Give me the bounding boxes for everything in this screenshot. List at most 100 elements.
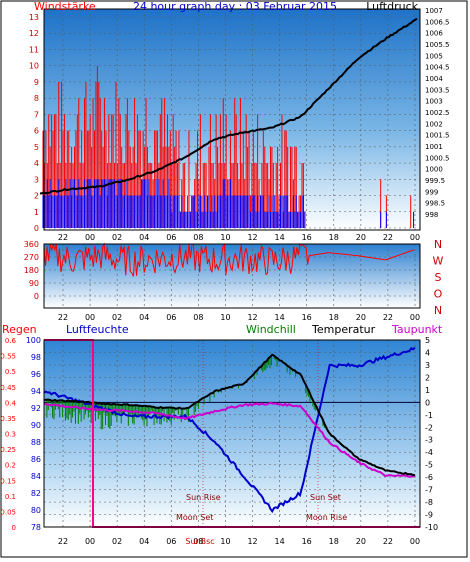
x-tick-label: 08 <box>193 233 203 242</box>
wind-tick-label: 12 <box>29 29 39 38</box>
rain-tick-label: 0.2 <box>5 462 16 470</box>
rain-tick-label: 0.5 <box>5 368 16 376</box>
x-tick-label: 08 <box>193 537 203 546</box>
humidity-tick-label: 80 <box>31 506 41 515</box>
x-tick-label: 02 <box>112 537 122 546</box>
rain-tick-label: 0.3 <box>5 431 16 439</box>
x-tick-label: 18 <box>329 233 339 242</box>
x-tick-label: 12 <box>247 233 257 242</box>
wind-tick-label: 5 <box>34 143 39 152</box>
rain-tick-label: 0.6 <box>5 337 17 345</box>
temp-tick-label: -3 <box>425 436 433 445</box>
rain-tick-label: 0.05 <box>0 508 16 516</box>
x-tick-label: 22 <box>383 313 393 322</box>
x-tick-label: 22 <box>383 233 393 242</box>
pressure-tick-label: 1006.5 <box>425 18 450 26</box>
windchill-label: Windchill <box>246 323 296 336</box>
x-tick-label: 14 <box>275 537 285 546</box>
wind-tick-label: 1 <box>34 208 39 217</box>
x-tick-label: 02 <box>112 313 122 322</box>
x-tick-label: 18 <box>329 313 339 322</box>
temp-tick-label: -8 <box>425 498 433 507</box>
wind-bars <box>40 17 418 228</box>
direction-tick-label: 360 <box>24 240 39 249</box>
x-tick-label: 00 <box>410 537 420 546</box>
grid-lines <box>44 9 420 528</box>
pressure-tick-label: 1002 <box>425 120 443 128</box>
wind-direction-line <box>43 242 415 277</box>
temp-tick-label: -1 <box>425 411 433 420</box>
temp-tick-label: -9 <box>425 511 433 520</box>
wind-tick-label: 2 <box>34 192 39 201</box>
humidity-tick-label: 82 <box>31 489 41 498</box>
temp-tick-label: 1 <box>425 386 430 395</box>
wind-tick-label: 11 <box>29 45 39 54</box>
wind-tick-label: 10 <box>29 62 39 71</box>
pressure-tick-label: 999.5 <box>425 177 445 185</box>
compass-label: N <box>434 238 442 251</box>
rain-tick-label: 0.4 <box>5 399 17 407</box>
temp-tick-label: 5 <box>425 336 430 345</box>
wind-tick-label: 4 <box>34 159 39 168</box>
x-tick-label: 00 <box>410 313 420 322</box>
humidity-tick-label: 94 <box>31 387 41 396</box>
pressure-tick-label: 1002.5 <box>425 109 450 117</box>
dewpoint-line <box>43 401 416 478</box>
chart-title: 24 hour graph day : 03 Februar 2015 <box>133 0 337 13</box>
rain-tick-label: 0.15 <box>0 477 16 485</box>
pressure-tick-label: 1000.5 <box>425 154 450 162</box>
pressure-tick-label: 1003.5 <box>425 86 450 94</box>
pressure-tick-label: 1003 <box>425 98 443 106</box>
wind-tick-label: 7 <box>34 110 39 119</box>
x-tick-label: 14 <box>275 233 285 242</box>
x-tick-label: 16 <box>302 313 312 322</box>
wind-tick-label: 9 <box>34 78 39 87</box>
temp-tick-label: -2 <box>425 423 433 432</box>
pressure-tick-label: 1001 <box>425 143 443 151</box>
x-tick-label: 10 <box>220 313 230 322</box>
direction-tick-label: 270 <box>24 253 39 262</box>
temperature-line <box>43 353 416 477</box>
pressure-tick-label: 1005 <box>425 52 443 60</box>
temp-tick-label: -6 <box>425 473 433 482</box>
pressure-tick-label: 998.5 <box>425 200 445 208</box>
x-tick-label: 22 <box>58 537 68 546</box>
pressure-tick-label: 1000 <box>425 166 443 174</box>
x-tick-label: 04 <box>139 313 149 322</box>
humidity-tick-label: 96 <box>31 370 41 379</box>
sun-axis-label: SunBsc <box>185 537 214 546</box>
x-tick-label: 20 <box>356 313 366 322</box>
x-tick-label: 20 <box>356 233 366 242</box>
x-tick-label: 04 <box>139 233 149 242</box>
humidity-tick-label: 90 <box>31 421 41 430</box>
x-tick-label: 00 <box>85 537 95 546</box>
direction-marks <box>43 242 415 277</box>
wind-label: Windstärke <box>34 0 96 13</box>
humidity-tick-label: 100 <box>26 336 41 345</box>
top-frame <box>43 8 421 231</box>
sun-rise-annotation: Sun Rise <box>186 493 221 502</box>
sun-set-annotation: Sun Set <box>310 493 341 502</box>
humidity-label: Luftfeuchte <box>66 323 129 336</box>
humidity-tick-label: 78 <box>31 523 41 532</box>
moon-set-annotation: Moon Set <box>176 513 213 522</box>
rain-tick-label: 0.1 <box>5 493 16 501</box>
wind-tick-label: 13 <box>29 13 39 22</box>
direction-tick-label: 0 <box>34 292 39 301</box>
rain-tick-label: 0 <box>12 524 16 532</box>
x-tick-label: 22 <box>58 313 68 322</box>
wind-tick-label: 3 <box>34 175 39 184</box>
x-tick-label: 10 <box>220 537 230 546</box>
temp-tick-label: 0 <box>425 398 430 407</box>
rain-tick-label: 0.35 <box>0 415 16 423</box>
dir-frame <box>43 243 421 309</box>
x-tick-label: 12 <box>247 313 257 322</box>
pressure-tick-label: 1001.5 <box>425 132 450 140</box>
compass-label: S <box>435 271 442 284</box>
pressure-tick-label: 998 <box>425 211 438 219</box>
moon-rise-annotation: Moon Rise <box>306 513 347 522</box>
temp-tick-label: -4 <box>425 448 433 457</box>
x-tick-label: 08 <box>193 313 203 322</box>
